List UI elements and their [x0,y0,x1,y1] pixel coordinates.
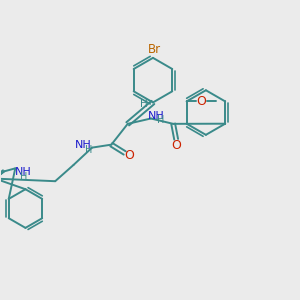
Text: NH: NH [15,167,32,177]
Text: NH: NH [75,140,92,150]
Text: NH: NH [148,111,164,122]
Text: O: O [196,95,206,108]
Text: Br: Br [148,43,161,56]
Text: H: H [140,99,147,109]
Text: H: H [157,115,164,125]
Text: O: O [171,139,181,152]
Text: O: O [124,149,134,162]
Text: H: H [85,145,93,155]
Text: H: H [20,172,27,182]
